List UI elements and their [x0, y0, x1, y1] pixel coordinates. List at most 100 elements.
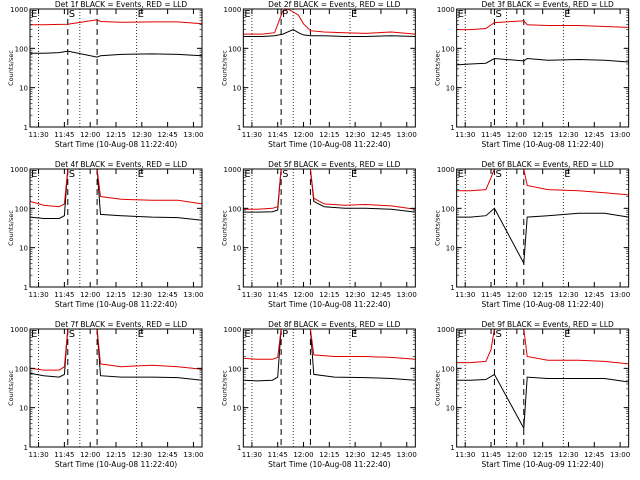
segment-marker-label: E	[244, 9, 250, 20]
plot-frame	[29, 8, 203, 128]
y-tick-label: 1000	[437, 166, 455, 174]
x-tick-label: 11:45	[268, 291, 288, 299]
x-tick-label: 12:45	[158, 451, 178, 459]
x-tick-label: 12:45	[584, 131, 604, 139]
segment-marker-label: E	[564, 9, 570, 20]
x-tick-label: 13:00	[610, 291, 630, 299]
y-tick-label: 10	[232, 245, 241, 253]
x-tick-label: 12:00	[293, 291, 313, 299]
x-tick-label: 11:30	[242, 451, 262, 459]
y-tick-label: 10	[232, 405, 241, 413]
x-axis-label: Start Time (10-Aug-08 11:22:40)	[481, 300, 603, 309]
chart-title: Det 3f BLACK = Events, RED = LLD	[482, 0, 615, 9]
segment-marker-label: E	[351, 329, 357, 340]
segment-marker-label: P	[282, 329, 288, 340]
x-tick-label: 12:30	[132, 291, 152, 299]
y-tick-label: 1000	[224, 166, 242, 174]
x-tick-label: 11:45	[268, 131, 288, 139]
x-tick-label: 12:30	[558, 451, 578, 459]
series-line-lld	[456, 329, 629, 365]
x-tick-label: 12:45	[158, 291, 178, 299]
segment-marker-label: S	[69, 329, 75, 340]
series-line-events	[30, 329, 202, 381]
y-axis-label: Counts/sec	[220, 370, 228, 406]
x-tick-label: 13:00	[610, 131, 630, 139]
x-tick-label: 12:15	[533, 451, 553, 459]
chart-panel-4: 1 10 100 1000 11:30 11:45 12:00 12:15 12:30 12:45…	[7, 160, 204, 309]
x-tick-label: 13:00	[397, 291, 417, 299]
x-tick-label: 11:30	[455, 291, 475, 299]
y-tick-label: 1000	[10, 326, 28, 334]
plot-frame	[242, 168, 416, 288]
y-tick-label: 10	[19, 85, 28, 93]
x-tick-label: 12:30	[345, 451, 365, 459]
y-axis-label: Counts/sec	[7, 50, 15, 86]
x-tick-label: 12:45	[584, 291, 604, 299]
x-tick-label: 13:00	[183, 291, 203, 299]
x-tick-label: 12:30	[558, 291, 578, 299]
x-axis-label: Start Time (10-Aug-08 11:22:40)	[55, 140, 177, 149]
plot-frame	[242, 8, 416, 128]
series-line-events	[30, 50, 202, 58]
chart-title: Det 5f BLACK = Events, RED = LLD	[268, 160, 401, 169]
y-tick-label: 100	[228, 365, 241, 373]
series-line-events	[456, 207, 629, 266]
chart-title: Det 4f BLACK = Events, RED = LLD	[55, 160, 188, 169]
x-tick-label: 12:45	[158, 131, 178, 139]
x-tick-label: 13:00	[397, 451, 417, 459]
y-tick-label: 100	[228, 45, 241, 53]
x-tick-label: 12:00	[80, 131, 100, 139]
x-tick-label: 12:15	[319, 451, 339, 459]
x-tick-label: 12:30	[132, 131, 152, 139]
y-tick-label: 1	[237, 284, 241, 292]
x-tick-label: 12:00	[293, 451, 313, 459]
x-tick-label: 12:30	[345, 131, 365, 139]
x-axis-label: Start Time (10-Aug-09 11:22:40)	[481, 460, 603, 469]
y-tick-label: 1000	[437, 326, 455, 334]
x-tick-label: 11:45	[268, 451, 288, 459]
x-tick-label: 13:00	[183, 131, 203, 139]
chart-title: Det 7f BLACK = Events, RED = LLD	[55, 320, 188, 329]
chart-title: Det 9f BLACK = Events, RED = LLD	[482, 320, 615, 329]
x-tick-label: 12:45	[371, 451, 391, 459]
x-tick-label: 11:30	[28, 291, 48, 299]
x-tick-label: 12:00	[80, 291, 100, 299]
y-tick-label: 1000	[10, 6, 28, 14]
x-axis-label: Start Time (10-Aug-08 11:22:40)	[268, 140, 390, 149]
plot-frame	[29, 168, 203, 288]
series-line-events	[456, 373, 629, 430]
segment-marker-label: S	[282, 169, 288, 180]
series-line-lld	[30, 329, 202, 371]
y-tick-label: 100	[441, 205, 454, 213]
segment-marker-label: S	[495, 9, 501, 20]
series-line-events	[243, 329, 416, 382]
x-tick-label: 12:15	[533, 131, 553, 139]
x-tick-label: 11:30	[455, 451, 475, 459]
series-line-lld	[30, 169, 202, 208]
y-tick-label: 1	[450, 124, 454, 132]
y-tick-label: 1000	[437, 6, 455, 14]
x-tick-label: 11:45	[54, 291, 74, 299]
x-tick-label: 12:15	[319, 131, 339, 139]
x-tick-label: 11:30	[28, 451, 48, 459]
y-tick-label: 100	[228, 205, 241, 213]
segment-marker-label: E	[138, 9, 144, 20]
series-line-lld	[243, 329, 416, 360]
y-tick-label: 100	[15, 365, 28, 373]
chart-panel-3: 1 10 100 1000 11:30 11:45 12:00 12:15 12:30 12:45…	[434, 0, 631, 149]
chart-panel-7: 1 10 100 1000 11:30 11:45 12:00 12:15 12:30 12:45…	[7, 320, 204, 469]
y-tick-label: 100	[15, 45, 28, 53]
chart-title: Det 8f BLACK = Events, RED = LLD	[268, 320, 401, 329]
y-tick-label: 1	[237, 124, 241, 132]
chart-panel-2: 1 10 100 1000 11:30 11:45 12:00 12:15 12:30 12:45…	[220, 0, 417, 149]
y-axis-label: Counts/sec	[434, 50, 442, 86]
x-axis-label: Start Time (10-Aug-08 11:22:40)	[268, 300, 390, 309]
y-axis-label: Counts/sec	[7, 210, 15, 246]
x-tick-label: 13:00	[610, 451, 630, 459]
x-tick-label: 12:00	[80, 451, 100, 459]
y-axis-label: Counts/sec	[220, 50, 228, 86]
x-tick-label: 11:30	[28, 131, 48, 139]
chart-title: Det 2f BLACK = Events, RED = LLD	[268, 0, 401, 9]
chart-panel-9: 1 10 100 1000 11:30 11:45 12:00 12:15 12:30 12:45…	[434, 320, 631, 469]
